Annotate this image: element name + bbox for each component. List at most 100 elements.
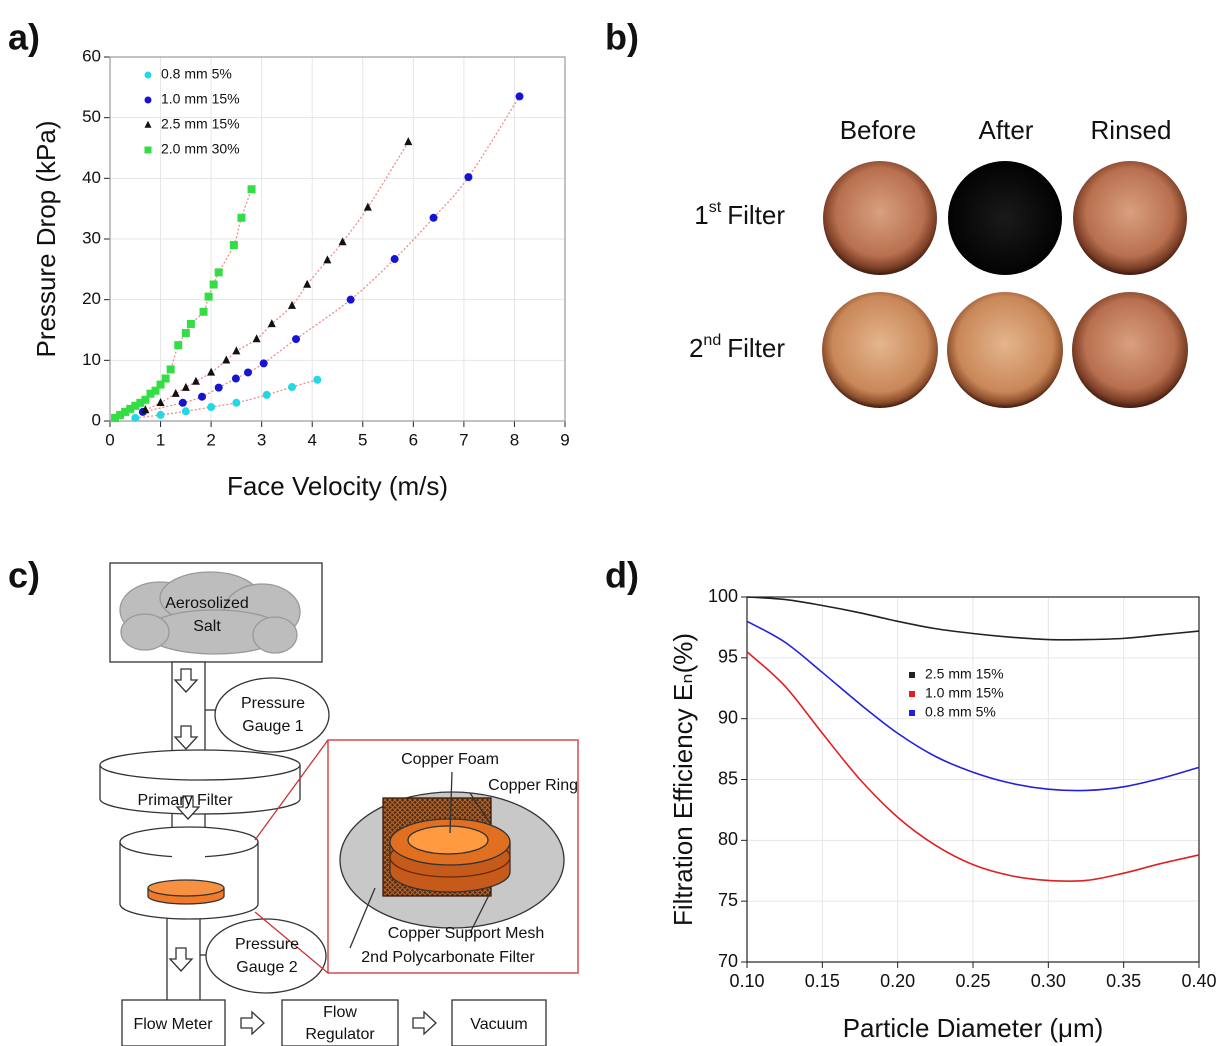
marker: [136, 398, 145, 407]
x-tick-label: 0.15: [805, 971, 840, 991]
filter-photo: [947, 292, 1063, 408]
gauge: [214, 677, 330, 753]
primary-filter-top: [99, 749, 301, 781]
marker: [244, 368, 253, 377]
label: Copper Support Mesh: [388, 925, 545, 942]
legend-label: 0.8 mm 5%: [925, 704, 996, 720]
fit-line: [114, 189, 253, 419]
marker: [229, 241, 238, 250]
y-axis-label: Filtration Efficiency Eₙ(%): [668, 633, 698, 926]
marker: [267, 319, 276, 328]
marker: [214, 268, 223, 277]
column-heading: Before: [840, 115, 917, 145]
marker: [237, 213, 246, 222]
filter-photo: [823, 161, 937, 275]
label: Pressure: [235, 936, 299, 953]
diagram: Aerosolized Salt Pressure Gauge 1 Primar…: [99, 562, 579, 1046]
label: Copper Ring: [488, 777, 578, 794]
flow-arrow: [240, 1011, 265, 1035]
marker: [166, 365, 175, 374]
marker: [464, 173, 473, 182]
filter-photo: [1072, 292, 1188, 408]
marker: [161, 374, 170, 383]
label: 2nd Polycarbonate Filter: [361, 949, 535, 966]
marker: [181, 407, 190, 416]
filter-photo: [1073, 161, 1187, 275]
pointer: [469, 792, 491, 824]
x-tick-label: 5: [358, 430, 367, 449]
label: Salt: [193, 618, 221, 635]
legend-label: 2.0 mm 30%: [161, 141, 240, 157]
marker: [186, 319, 195, 328]
label: Pressure: [241, 695, 305, 712]
x-tick-label: 7: [459, 430, 468, 449]
marker: [204, 292, 213, 301]
legend-marker: [144, 146, 152, 154]
marker: [181, 329, 190, 338]
x-tick-label: 0.30: [1031, 971, 1066, 991]
pointer: [469, 892, 491, 934]
marker: [231, 374, 240, 383]
legend-marker: [909, 710, 915, 716]
legend-label: 0.8 mm 5%: [161, 66, 232, 82]
x-axis-label: Particle Diameter (μm): [843, 1013, 1104, 1043]
marker: [288, 300, 296, 309]
marker: [209, 280, 218, 289]
legend-marker: [144, 96, 152, 104]
curve: [746, 596, 1200, 641]
cloud: [119, 571, 301, 655]
label: Flow Meter: [133, 1016, 213, 1033]
y-axis-label: Pressure Drop (kPa): [31, 121, 61, 358]
pipe: [172, 842, 205, 862]
sample-disk-top: [147, 879, 225, 897]
legend-label: 2.5 mm 15%: [161, 116, 240, 132]
x-tick-label: 3: [257, 430, 266, 449]
ordinal: 2: [689, 333, 703, 363]
x-tick-label: 4: [307, 430, 316, 449]
column-heading: Rinsed: [1091, 115, 1172, 145]
panel-label: b): [605, 17, 639, 58]
fit-line: [145, 141, 409, 411]
marker: [262, 390, 271, 399]
panel-label: c): [8, 555, 40, 596]
x-tick-label: 0.25: [955, 971, 990, 991]
filter-photo: [822, 292, 938, 408]
marker: [232, 398, 241, 407]
legend-marker: [909, 691, 915, 697]
marker: [131, 401, 140, 410]
y-tick-label: 0: [92, 410, 101, 429]
curve: [746, 651, 1200, 883]
plot-frame: [109, 56, 566, 422]
marker: [303, 279, 312, 288]
y-tick-label: 85: [718, 768, 738, 788]
marker: [111, 413, 120, 422]
marker: [323, 255, 332, 264]
label: Gauge 2: [236, 959, 297, 976]
marker: [222, 355, 231, 364]
legend-marker: [144, 71, 152, 79]
x-tick-label: 0.35: [1106, 971, 1141, 991]
ordinal-suffix: st: [709, 199, 722, 216]
meter-box: [121, 999, 226, 1046]
y-tick-label: 40: [82, 168, 101, 187]
ordinal-suffix: nd: [703, 332, 721, 349]
legend-marker: [144, 120, 152, 128]
marker: [199, 307, 208, 316]
label: Primary Filter: [137, 792, 233, 809]
flow-arrow: [412, 1011, 437, 1035]
marker: [390, 255, 399, 264]
zoom-line: [254, 739, 329, 841]
marker: [288, 383, 296, 392]
marker: [259, 359, 268, 368]
marker: [292, 335, 301, 344]
photo-panel: Before After Rinsed 1st Filter 2nd Filter: [689, 115, 1188, 408]
y-tick-label: 80: [718, 829, 738, 849]
marker: [121, 407, 130, 416]
marker: [141, 405, 150, 414]
marker: [198, 392, 207, 401]
marker: [126, 404, 135, 413]
vacuum-box: [451, 999, 547, 1046]
y-tick-label: 60: [82, 46, 101, 65]
y-tick-label: 100: [708, 586, 738, 606]
marker: [181, 382, 190, 391]
